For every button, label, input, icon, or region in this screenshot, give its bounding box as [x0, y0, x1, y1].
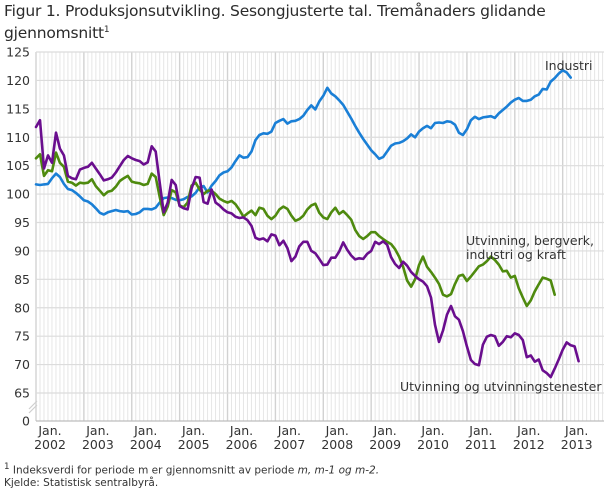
x-tick-label-month: Jan.: [85, 423, 109, 438]
x-tick-label-month: Jan.: [133, 423, 157, 438]
chart-title-text: Figur 1. Produksjonsutvikling. Sesongjus…: [4, 2, 546, 43]
y-tick-label: 85: [14, 272, 30, 287]
x-tick-label-month: Jan.: [468, 423, 492, 438]
y-tick-label: 100: [6, 187, 30, 202]
series-lines: [34, 68, 580, 379]
y-tick-label: 120: [6, 73, 30, 88]
horizontal-gridlines: [36, 51, 604, 422]
y-tick-label: 125: [6, 45, 30, 60]
x-tick-label-year: 2002: [34, 437, 66, 452]
annotation-utvinning-bergverk-line2: industri og kraft: [466, 247, 566, 262]
series-line-utvinning-bergverk-industri-kraft: [34, 151, 557, 308]
x-tick-label-year: 2006: [226, 437, 258, 452]
annotation-utvinning-bergverk-line1: Utvinning, bergverk,: [466, 233, 594, 248]
annotation-utvinning-tenester: Utvinning og utvinningstenester: [400, 379, 602, 394]
x-tick-label-month: Jan.: [373, 423, 397, 438]
x-tick-label-year: 2008: [321, 437, 353, 452]
x-tick-label-year: 2003: [82, 437, 114, 452]
vertical-gridlines: [35, 52, 604, 421]
y-tick-label: 115: [6, 101, 30, 116]
x-tick-label-year: 2004: [130, 437, 162, 452]
footnote-text: Indeksverdi for periode m er gjennomsnit…: [9, 464, 298, 477]
footnote-italic-text: m, m-1 og m-2.: [297, 464, 380, 477]
y-tick-label: 75: [14, 329, 30, 344]
y-tick-label: 95: [14, 215, 30, 230]
title-footnote-marker: 1: [103, 25, 110, 35]
x-tick-label-month: Jan.: [516, 423, 540, 438]
footnote-line: 1 Indeksverdi for periode m er gjennomsn…: [4, 461, 379, 477]
chart-footnote: 1 Indeksverdi for periode m er gjennomsn…: [4, 461, 379, 489]
footnote-marker: 1: [4, 462, 10, 472]
y-tick-label: 65: [14, 386, 30, 401]
x-tick-label-year: 2012: [513, 437, 545, 452]
source-text: Kjelde: Statistisk sentralbyrå.: [4, 476, 159, 489]
x-tick-label-year: 2005: [178, 437, 210, 452]
x-axis-tick-labels: Jan.2002Jan.2003Jan.2004Jan.2005Jan.2006…: [34, 423, 592, 452]
y-tick-label: 90: [14, 243, 30, 258]
series-line-industri: [34, 68, 573, 216]
y-tick-label: 0: [22, 414, 30, 429]
x-tick-label-month: Jan.: [420, 423, 444, 438]
y-tick-label: 70: [14, 357, 30, 372]
y-tick-label: 110: [6, 130, 30, 145]
y-axis-tick-labels: 0 65 70 75 80 85 90 95 100 105 110 115 120 125: [6, 45, 30, 429]
x-tick-label-month: Jan.: [564, 423, 588, 438]
y-axis-break-marker: [28, 400, 38, 414]
y-tick-label: 105: [6, 158, 30, 173]
x-tick-label-year: 2009: [369, 437, 401, 452]
chart-title: Figur 1. Produksjonsutvikling. Sesongjus…: [4, 2, 604, 43]
x-tick-label-month: Jan.: [229, 423, 253, 438]
x-tick-label-month: Jan.: [277, 423, 301, 438]
annotation-industri: Industri: [545, 58, 593, 73]
series-line-utvinning-utvinningstenester: [34, 118, 580, 379]
y-tick-label: 80: [14, 300, 30, 315]
x-tick-label-year: 2011: [465, 437, 497, 452]
x-tick-label-month: Jan.: [181, 423, 205, 438]
x-tick-label-month: Jan.: [37, 423, 61, 438]
x-tick-label-year: 2010: [417, 437, 449, 452]
x-tick-label-month: Jan.: [325, 423, 349, 438]
x-tick-label-year: 2013: [561, 437, 593, 452]
x-tick-label-year: 2007: [273, 437, 305, 452]
